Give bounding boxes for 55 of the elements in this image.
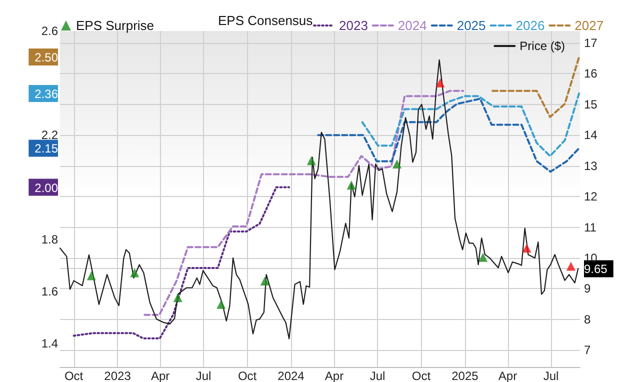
y2-tick-label: 7	[584, 343, 591, 358]
x-tick-label: 2024	[278, 369, 305, 382]
legend-label: Price ($)	[520, 39, 566, 53]
legend-label: EPS Surprise	[76, 18, 154, 33]
y2-tick-label: 12	[584, 190, 598, 204]
legend-label: 2027	[574, 18, 604, 33]
point	[478, 252, 488, 262]
x-tick-label: Oct	[412, 369, 432, 382]
x-tick-label: 2023	[104, 369, 132, 382]
point	[260, 276, 270, 286]
y2-tick-label: 17	[584, 36, 598, 50]
line-series	[144, 90, 464, 316]
x-tick-label: Jul	[543, 369, 559, 382]
x-tick-label: Jul	[196, 369, 212, 382]
y2-tick-label: 15	[584, 97, 598, 112]
point	[306, 156, 316, 166]
point	[566, 262, 576, 271]
x-tick-label: Oct	[238, 369, 258, 382]
legend-title: EPS Consensus	[218, 13, 314, 28]
point	[173, 293, 182, 302]
y-tick-label: 2.15	[34, 142, 58, 156]
y2-tick-label: 8	[584, 312, 591, 326]
y-tick-label: 2.2	[41, 128, 58, 142]
legend-label: 2024	[398, 18, 427, 33]
legend-label: 2025	[456, 18, 486, 33]
y2-tick-label: 14	[584, 128, 598, 142]
y-tick-label: 1.8	[41, 232, 58, 246]
point	[130, 268, 140, 278]
point	[216, 300, 226, 309]
legend-label: 2023	[339, 18, 368, 33]
line-series	[361, 92, 580, 158]
y-tick-label: 2.36	[34, 87, 58, 102]
y2-tick-label: 16	[584, 66, 598, 81]
line-series	[72, 186, 290, 340]
x-tick-label: Oct	[64, 369, 84, 382]
legend-label: 2026	[516, 18, 545, 33]
y-tick-label: 2.00	[34, 180, 58, 195]
y-tick-label: 2.6	[41, 24, 58, 38]
y2-tick-label: 9	[584, 282, 591, 296]
x-tick-label: Jul	[370, 369, 386, 382]
point	[346, 180, 356, 190]
point	[392, 159, 402, 168]
point	[436, 78, 445, 88]
line-series	[59, 59, 579, 340]
line-series	[317, 98, 580, 173]
y-tick-label: 1.6	[41, 284, 58, 298]
y-tick-label: 1.4	[41, 336, 58, 351]
y-tick-label: 2.50	[34, 50, 58, 65]
y2-tick-label: 13	[584, 158, 598, 173]
point	[86, 271, 96, 280]
y2-tick-label: 11	[584, 220, 597, 234]
y2-tick-label: 9.65	[584, 262, 608, 276]
line-series	[492, 56, 580, 118]
x-tick-label: 2025	[452, 369, 479, 382]
point	[522, 244, 532, 253]
